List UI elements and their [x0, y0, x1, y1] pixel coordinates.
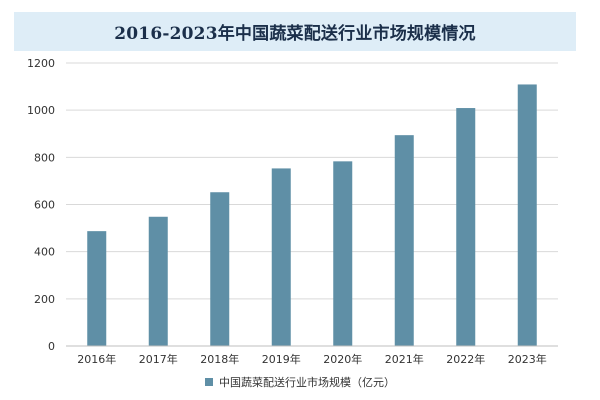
- x-tick-label: 2018年: [200, 352, 239, 366]
- x-tick-label: 2022年: [446, 352, 485, 366]
- y-tick-label: 0: [48, 340, 55, 353]
- bars: [87, 84, 537, 347]
- x-tick-label: 2021年: [385, 352, 424, 366]
- legend-label: 中国蔬菜配送行业市场规模（亿元）: [219, 376, 395, 389]
- y-tick-label: 1200: [27, 57, 55, 70]
- x-tick-label: 2019年: [262, 352, 301, 366]
- y-tick-label: 600: [34, 199, 55, 212]
- y-tick-label: 400: [34, 246, 55, 259]
- x-tick-label: 2016年: [77, 352, 116, 366]
- bar: [210, 192, 230, 346]
- x-tick-label: 2020年: [323, 352, 362, 366]
- bar: [333, 161, 353, 346]
- bar: [517, 84, 537, 347]
- bar: [271, 168, 291, 346]
- chart-title: 2016-2023年中国蔬菜配送行业市场规模情况: [114, 24, 476, 44]
- legend-swatch: [205, 378, 213, 386]
- legend: 中国蔬菜配送行业市场规模（亿元）: [0, 374, 600, 390]
- title-banner: 2016-2023年中国蔬菜配送行业市场规模情况: [14, 12, 576, 51]
- y-tick-label: 200: [34, 293, 55, 306]
- y-tick-label: 800: [34, 151, 55, 164]
- axes: 0 200 400 600 800 1000 1200 2016年 2017年 2018年 2019…: [27, 57, 558, 366]
- x-tick-label: 2023年: [508, 352, 547, 366]
- y-tick-label: 1000: [27, 104, 55, 117]
- x-tick-label: 2017年: [139, 352, 178, 366]
- bar: [394, 135, 414, 346]
- bar: [87, 231, 107, 346]
- gridlines: [66, 62, 558, 300]
- bar: [148, 216, 168, 346]
- bar: [456, 108, 476, 347]
